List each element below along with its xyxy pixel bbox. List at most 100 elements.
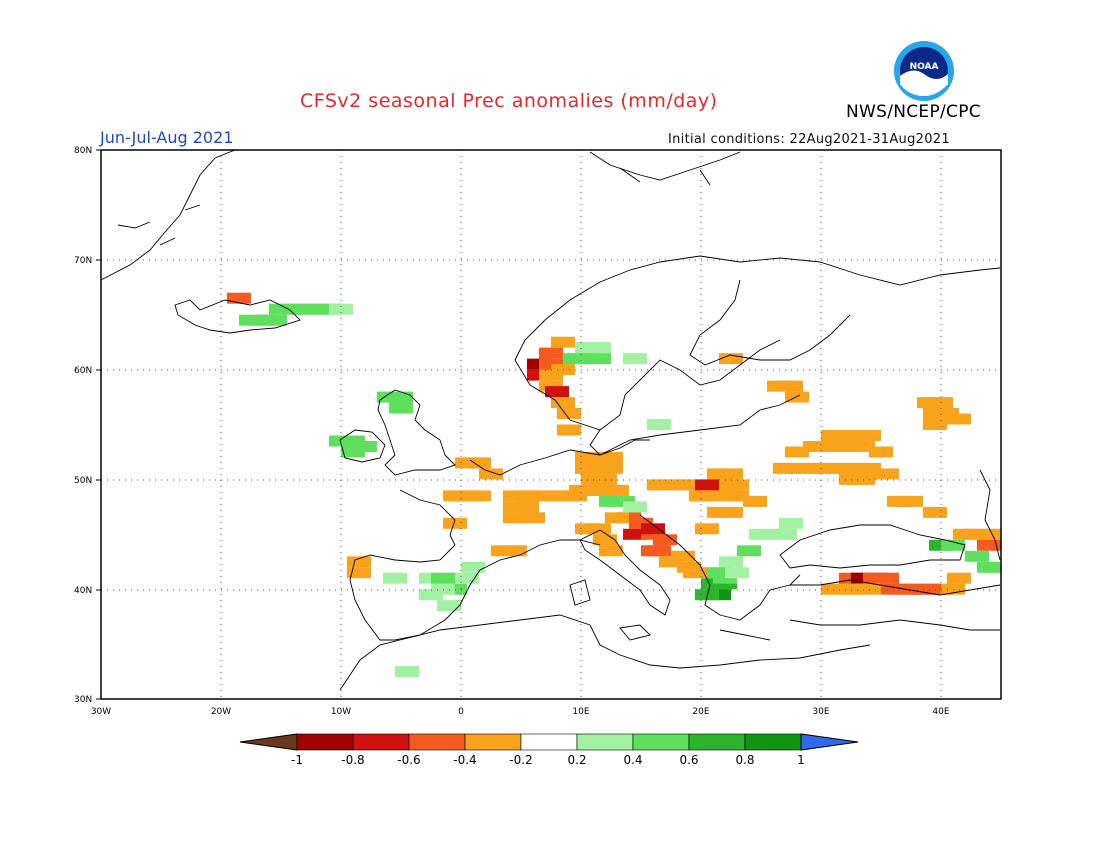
colorbar-segment [408,733,466,751]
anomaly-cell [653,534,677,546]
anomaly-cell [857,430,881,441]
anomaly-cell [875,468,899,480]
anomaly-cell [467,490,491,502]
anomaly-cell [263,314,287,326]
anomaly-cell [599,452,623,463]
anomaly-cell [623,528,647,540]
colorbar-segment [352,733,410,751]
lon-tick-label: 10W [331,707,351,717]
colorbar-label: 0.6 [679,753,698,767]
lat-tick-label: 80N [74,146,92,156]
anomaly-cell [851,473,875,485]
anomaly-cell [593,473,617,485]
anomaly-cell [677,479,701,491]
anomaly-cell [683,567,707,579]
colorbar-label: 0.8 [735,753,754,767]
anomaly-cell [389,391,413,403]
anomaly-cell [857,583,881,595]
lat-tick-labels: 80N 70N 60N 50N 40N 30N [74,146,92,705]
anomaly-cell [875,572,899,584]
lon-tick-label: 0 [458,707,464,717]
coastlines [101,150,1001,691]
colorbar-right-arrow [800,733,859,751]
anomaly-cell [503,512,527,524]
noaa-logo: NOAA [894,41,954,101]
anomaly-cell [947,572,971,584]
colorbar-left-arrow [239,733,298,751]
anomaly-cell [647,545,671,557]
colorbar-label: 0.4 [623,753,642,767]
colorbar-segment [464,733,522,751]
anomaly-cell [551,397,575,409]
anomaly-cell [347,556,371,568]
anomaly-cell [605,512,629,524]
anomaly-cell [785,391,809,403]
anomaly-cell [527,490,551,502]
colorbar-segment [576,733,634,751]
anomaly-cell [623,353,647,365]
anomaly-cell [977,528,1001,540]
anomaly-cells-layer [227,292,1001,678]
lon-tick-label: 40E [932,707,949,717]
anomaly-cell [593,534,617,546]
anomaly-cell [869,446,893,458]
lat-tick-label: 60N [74,366,92,376]
anomaly-cell [923,506,947,518]
anomaly-cell [941,583,965,595]
anomaly-cell [599,545,623,557]
lon-tick-label: 30W [91,707,111,717]
anomaly-cell [467,457,491,469]
colorbar-label: -0.8 [341,753,364,767]
anomaly-cell [587,342,611,354]
lat-tick-label: 70N [74,256,92,266]
colorbar-label: -1 [291,753,303,767]
anomaly-cell [743,495,767,507]
anomaly-cell [659,479,683,491]
lon-tick-label: 20E [692,707,709,717]
anomaly-cell [719,353,743,365]
lon-tick-label: 30E [812,707,829,717]
anomaly-cell [941,539,965,551]
colorbar-segment [296,733,354,751]
colorbar-label: -0.4 [453,753,476,767]
anomaly-cell [461,561,485,573]
anomaly-cell [773,528,797,540]
lat-tick-marks [96,149,101,700]
colorbar: -1 -0.8 -0.6 -0.4 -0.2 0.2 0.4 0.6 0.8 1 [239,733,859,767]
anomaly-cell [977,561,1001,573]
anomaly-cell [587,523,611,535]
anomaly-cell [623,501,647,513]
anomaly-cell [857,462,881,474]
anomaly-cell [503,545,527,557]
anomaly-cell [437,600,461,612]
agency-label: NWS/NCEP/CPC [846,102,981,122]
initial-conditions-label: Initial conditions: 22Aug2021-31Aug2021 [668,132,950,147]
anomaly-cell [341,446,365,458]
colorbar-label: -0.2 [509,753,532,767]
anomaly-cell [647,419,671,430]
anomaly-cell [521,512,545,524]
anomaly-cell [227,292,251,304]
noaa-logo-text: NOAA [910,62,939,72]
anomaly-cell [389,402,413,414]
anomaly-cell [551,336,575,348]
anomaly-cell [419,589,443,601]
anomaly-cell [725,490,749,502]
anomaly-cell [779,380,803,392]
anomaly-cell [605,484,629,496]
anomaly-cell [965,550,989,562]
anomaly-cell [587,353,611,365]
colorbar-label: 1 [797,753,805,767]
anomaly-cell [455,572,479,584]
colorbar-segment [688,733,746,751]
anomaly-cell [443,517,467,529]
anomaly-cell [725,567,749,579]
gridlines [101,150,1001,699]
colorbar-segment [744,733,802,751]
anomaly-cell [899,495,923,507]
anomaly-cell [695,589,719,601]
anomaly-cell [851,441,875,452]
anomaly-cell [659,556,683,568]
anomaly-cell [431,572,455,584]
anomaly-cell [737,545,761,557]
